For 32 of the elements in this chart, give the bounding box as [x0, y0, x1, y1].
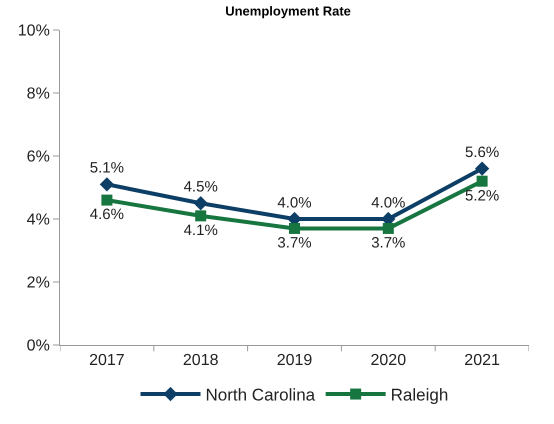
legend-label: North Carolina — [206, 386, 316, 405]
point — [476, 176, 488, 187]
y-tick-label: 2% — [26, 274, 50, 292]
x-tick-label: 2020 — [370, 352, 406, 370]
data-label: 3.7% — [371, 234, 406, 252]
data-label: 4.0% — [371, 194, 406, 212]
data-label: 5.1% — [90, 160, 124, 177]
point — [382, 222, 394, 234]
y-tick-label: 4% — [26, 212, 50, 229]
legend-label: Raleigh — [390, 386, 448, 405]
y-tick-label: 0% — [26, 338, 50, 355]
y-tick-label: 8% — [26, 86, 50, 103]
x-tick-label: 2019 — [276, 352, 312, 370]
point — [289, 222, 300, 234]
point — [101, 194, 112, 206]
data-label: 5.6% — [465, 144, 500, 161]
y-tick-label: 10% — [18, 22, 50, 40]
data-label: 5.2% — [465, 187, 500, 204]
data-label: 3.7% — [277, 234, 312, 252]
data-label: 4.1% — [184, 222, 218, 239]
data-label: 4.6% — [90, 206, 124, 224]
y-tick-label: 6% — [26, 148, 50, 166]
point — [100, 177, 114, 192]
x-tick-label: 2018 — [182, 352, 219, 370]
data-label: 4.5% — [184, 178, 218, 196]
point — [474, 161, 490, 176]
data-label: 4.0% — [277, 194, 312, 212]
point — [195, 210, 206, 222]
x-tick-label: 2021 — [464, 352, 500, 370]
point — [194, 196, 208, 210]
chart-title: Unemployment Rate — [225, 3, 351, 18]
x-tick-label: 2017 — [89, 352, 125, 370]
